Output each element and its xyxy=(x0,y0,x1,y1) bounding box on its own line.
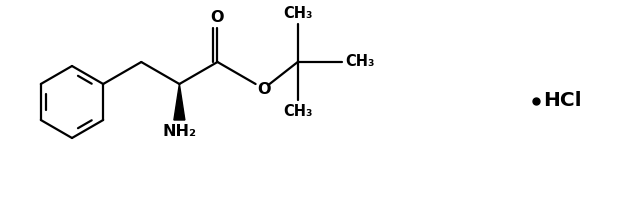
Text: HCl: HCl xyxy=(543,91,581,110)
Text: CH₃: CH₃ xyxy=(345,53,374,69)
Text: O: O xyxy=(211,10,224,26)
Text: NH₂: NH₂ xyxy=(163,124,196,140)
Text: CH₃: CH₃ xyxy=(283,103,312,119)
Text: O: O xyxy=(257,82,270,96)
Text: CH₃: CH₃ xyxy=(283,6,312,20)
Polygon shape xyxy=(174,84,185,120)
